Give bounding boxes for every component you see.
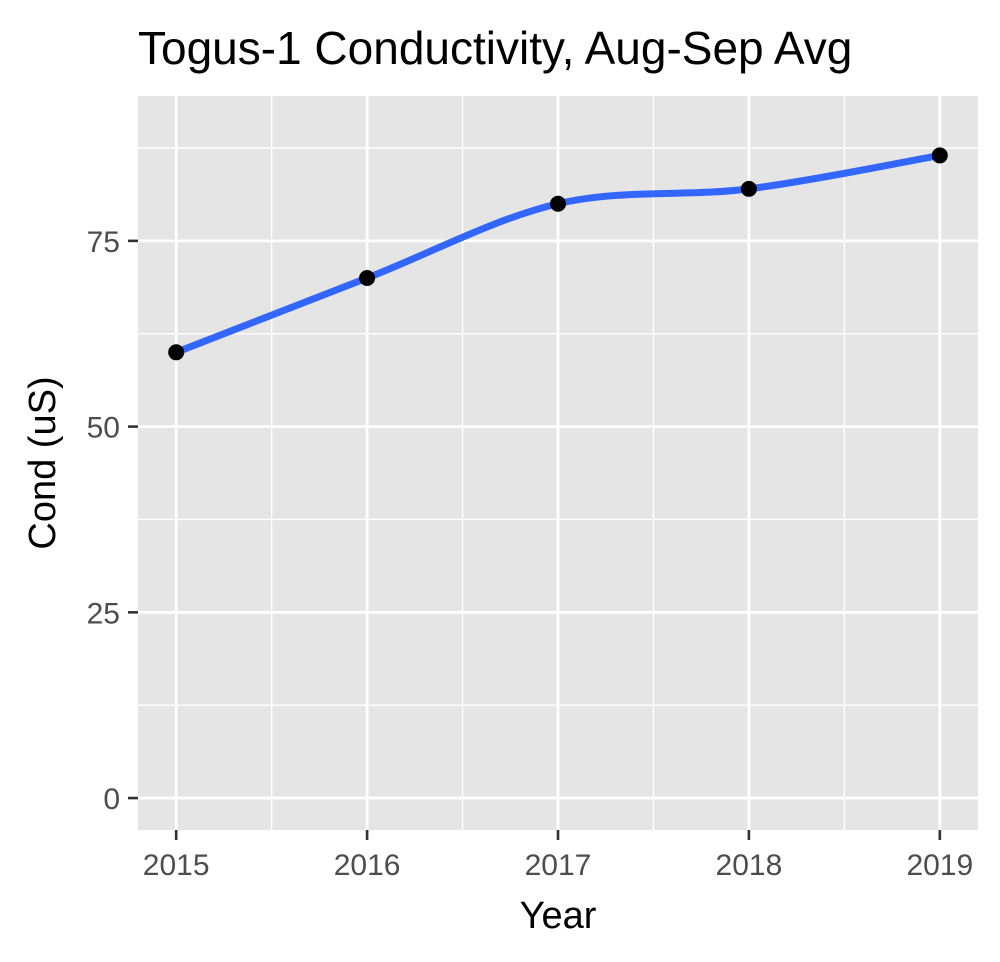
- y-tick-label: 0: [103, 783, 120, 816]
- y-tick-label: 75: [87, 226, 120, 259]
- x-tick-label: 2018: [716, 849, 783, 882]
- chart-title: Togus-1 Conductivity, Aug-Sep Avg: [138, 22, 852, 74]
- major-gridlines: [138, 96, 978, 830]
- x-axis-title: Year: [520, 895, 597, 937]
- x-tick-label: 2016: [334, 849, 401, 882]
- data-point: [550, 195, 566, 212]
- data-point: [168, 344, 185, 361]
- x-tick-label: 2017: [525, 849, 592, 882]
- y-axis-title: Cond (uS): [22, 376, 64, 549]
- y-tick-labels: 0 25 50 75: [87, 226, 120, 816]
- x-tick-label: 2015: [143, 849, 210, 882]
- data-point: [359, 270, 376, 287]
- data-points: [168, 147, 948, 361]
- y-tick-label: 25: [87, 597, 120, 630]
- axis-ticks: [128, 239, 942, 840]
- data-point: [931, 147, 948, 164]
- data-point: [740, 180, 757, 197]
- x-tick-label: 2019: [906, 849, 973, 882]
- y-tick-label: 50: [87, 412, 120, 445]
- x-tick-labels: 2015 2016 2017 2018 2019: [143, 849, 973, 882]
